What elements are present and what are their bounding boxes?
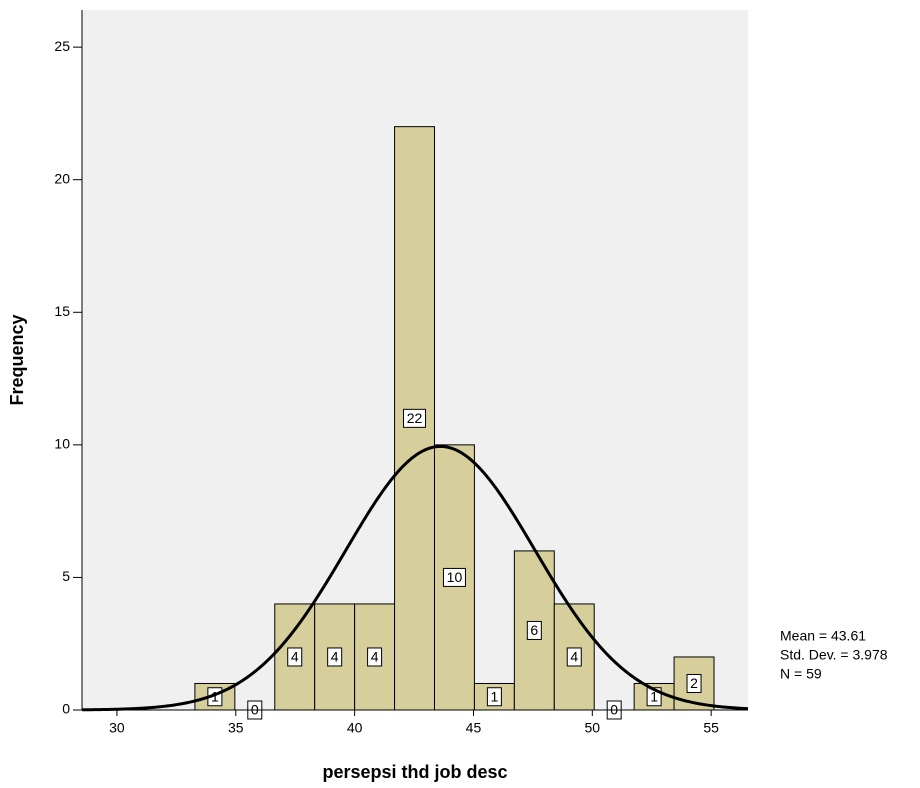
y-tick-label: 20	[54, 170, 70, 186]
value-label: 6	[530, 622, 538, 638]
y-tick-label: 15	[54, 303, 70, 319]
value-label: 4	[331, 649, 339, 665]
x-axis-title: persepsi thd job desc	[322, 762, 507, 782]
chart: persepsi thd job desc Frequency 10444221…	[0, 0, 920, 788]
value-label: 1	[490, 688, 498, 704]
y-tick-label: 25	[54, 38, 70, 54]
value-label: 2	[690, 675, 698, 691]
x-tick-label: 55	[703, 720, 719, 736]
stats-label: N = 59	[780, 666, 822, 682]
x-tick-label: 35	[228, 720, 244, 736]
value-label: 4	[291, 649, 299, 665]
y-tick-label: 5	[62, 568, 70, 584]
value-label: 4	[570, 649, 578, 665]
x-tick-label: 45	[466, 720, 482, 736]
x-tick-label: 30	[109, 720, 125, 736]
stats-label: Std. Dev. = 3.978	[780, 647, 888, 663]
x-tick-label: 50	[585, 720, 601, 736]
value-label: 22	[407, 410, 423, 426]
stats-label: Mean = 43.61	[780, 628, 866, 644]
x-tick-label: 40	[347, 720, 363, 736]
y-tick-label: 0	[62, 701, 70, 717]
value-label: 10	[447, 569, 463, 585]
value-label: 4	[371, 649, 379, 665]
y-axis-title: Frequency	[7, 314, 27, 405]
y-tick-label: 10	[54, 436, 70, 452]
